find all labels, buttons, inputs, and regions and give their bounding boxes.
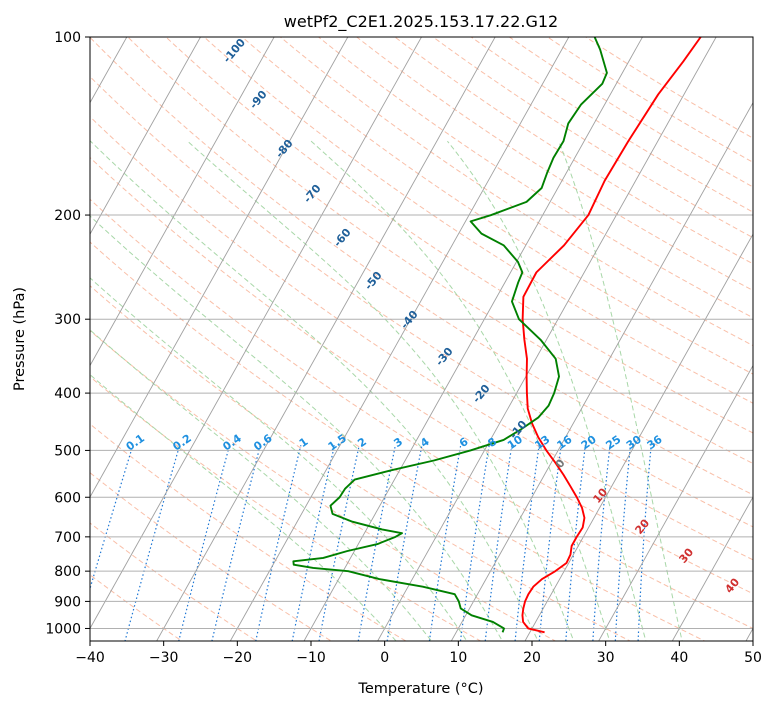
isotherm-line xyxy=(598,364,753,641)
mixing-ratio-line xyxy=(386,445,423,641)
x-axis-label: Temperature (°C) xyxy=(357,681,483,697)
y-tick-label: 100 xyxy=(54,30,81,46)
x-tick-label: 0 xyxy=(380,650,389,666)
dry-adiabat-line xyxy=(279,37,753,347)
mixing-ratio-line xyxy=(592,445,611,641)
x-tick-label: −20 xyxy=(223,650,253,666)
moist-adiabat-line xyxy=(90,215,503,641)
isotherm-line xyxy=(524,233,753,641)
dry-adiabat-line xyxy=(90,285,632,641)
dry-adiabat-line xyxy=(90,472,333,641)
sounding-series xyxy=(292,37,702,634)
isotherm-line xyxy=(90,37,275,367)
isotherm-line xyxy=(450,101,753,641)
y-tick-label: 300 xyxy=(54,312,81,328)
moist-adiabat-line xyxy=(90,329,433,641)
isobar-grid xyxy=(90,37,753,629)
x-tick-label: −40 xyxy=(75,650,105,666)
dry-adiabat-line xyxy=(203,37,753,404)
dry-adiabats xyxy=(90,37,753,641)
isotherm-line xyxy=(377,37,717,641)
x-axis-ticks: −40 −30 −20 −10 0 10 20 30 40 50 xyxy=(75,641,762,666)
dry-adiabat-line xyxy=(90,37,753,496)
y-tick-label: 200 xyxy=(54,208,81,224)
dry-adiabat-line xyxy=(432,37,753,239)
mixing-ratio-line xyxy=(614,445,632,641)
isotherm-line xyxy=(671,496,753,641)
mixing-ratio-line xyxy=(538,445,562,641)
dry-adiabat-line xyxy=(90,329,557,641)
dry-adiabat-line xyxy=(470,37,753,213)
mixing-ratio-line xyxy=(514,445,540,641)
x-tick-label: −10 xyxy=(296,650,326,666)
mixing-ratio-line xyxy=(291,445,336,641)
mixing-ratio-line xyxy=(565,445,586,641)
dry-adiabat-line xyxy=(90,522,258,641)
isotherm-line xyxy=(303,37,644,641)
dry-adiabat-line xyxy=(165,37,753,434)
dry-adiabat-line xyxy=(394,37,753,265)
isotherm-grid xyxy=(0,10,753,653)
plot-frame xyxy=(89,36,754,642)
dry-adiabat-line xyxy=(90,115,753,561)
mixing-ratio-line xyxy=(637,445,652,641)
moist-adiabat-line xyxy=(90,140,539,641)
x-tick-label: 30 xyxy=(597,650,615,666)
mixing-ratio-line xyxy=(428,445,462,641)
y-axis-ticks: 100 200 300 400 500 600 700 800 900 1000 xyxy=(45,30,90,637)
y-tick-label: 700 xyxy=(54,530,81,546)
moist-adiabat-line xyxy=(558,140,683,641)
mixing-ratio-line xyxy=(90,445,134,591)
x-tick-label: −30 xyxy=(149,650,179,666)
dry-adiabat-line xyxy=(241,37,753,375)
mixing-ratio-line xyxy=(484,445,513,641)
moist-adiabat-line xyxy=(310,140,611,641)
dry-adiabat-line xyxy=(90,376,482,641)
mixing-ratio-line xyxy=(357,445,396,641)
dry-adiabat-line xyxy=(546,37,753,163)
dry-adiabat-line xyxy=(355,37,753,292)
dry-adiabat-line xyxy=(508,37,753,188)
moist-adiabat-line xyxy=(90,374,397,641)
dry-adiabat-line xyxy=(90,75,753,528)
y-tick-label: 1000 xyxy=(45,621,81,637)
isotherm-line xyxy=(90,37,202,236)
isotherm-line xyxy=(90,37,423,630)
moist-adiabat-line xyxy=(447,140,647,641)
dry-adiabat-line xyxy=(90,198,753,630)
mixing-ratio-lines xyxy=(90,445,652,641)
mixing-ratio-line xyxy=(459,445,490,641)
isotherm-line xyxy=(229,37,570,641)
moist-adiabat-line xyxy=(90,277,468,641)
isotherm-line xyxy=(0,10,68,653)
isotherm-line xyxy=(90,37,349,498)
plot-background xyxy=(90,37,753,641)
dry-adiabat-line xyxy=(90,241,706,641)
y-tick-label: 500 xyxy=(54,443,81,459)
y-tick-label: 600 xyxy=(54,490,81,506)
x-tick-label: 10 xyxy=(449,650,467,666)
chart-title: wetPf2_C2E1.2025.153.17.22.G12 xyxy=(284,12,558,32)
x-tick-label: 50 xyxy=(744,650,762,666)
mixing-ratio-line xyxy=(318,445,360,641)
y-axis-label: Pressure (hPa) xyxy=(12,287,28,391)
dewpoint-line xyxy=(292,37,608,633)
y-tick-label: 400 xyxy=(54,386,81,402)
y-tick-label: 800 xyxy=(54,564,81,580)
temperature-line xyxy=(521,37,702,634)
x-tick-label: 20 xyxy=(523,650,541,666)
isotherm-line xyxy=(156,37,496,641)
y-tick-label: 900 xyxy=(54,594,81,610)
dry-adiabat-line xyxy=(584,37,753,139)
dry-adiabat-line xyxy=(90,423,407,641)
moist-adiabat-line xyxy=(187,140,575,641)
moist-adiabats xyxy=(90,140,683,641)
x-tick-label: 40 xyxy=(670,650,688,666)
